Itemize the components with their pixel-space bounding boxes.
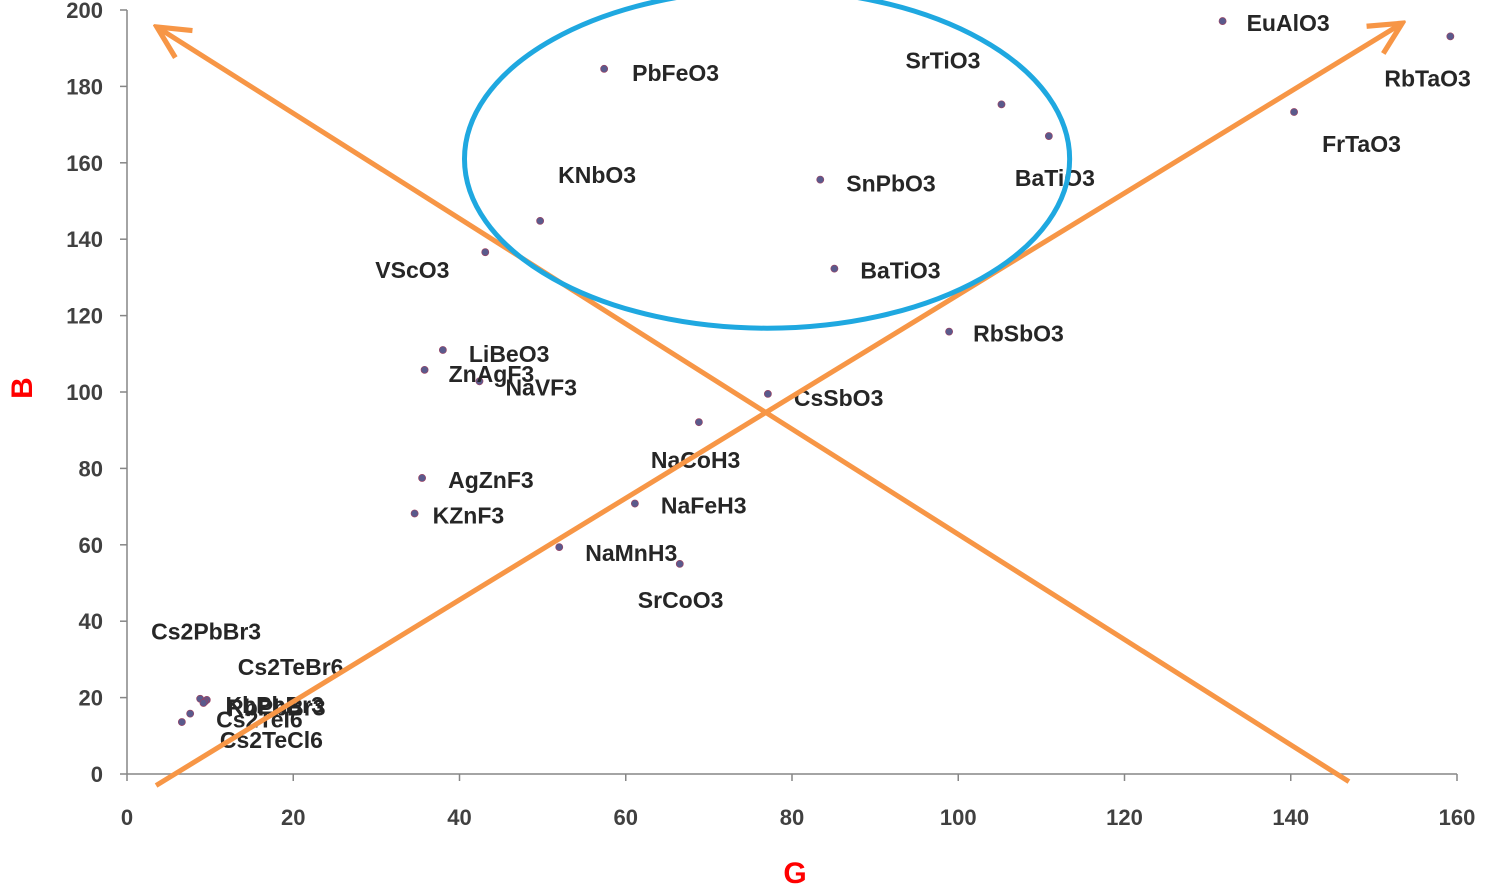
y-tick-label: 20 — [79, 686, 103, 711]
y-tick-label: 0 — [91, 762, 103, 787]
data-point — [1446, 32, 1455, 41]
x-tick-label: 0 — [121, 805, 133, 830]
data-point — [1044, 132, 1053, 140]
y-tick-label: 40 — [79, 609, 103, 634]
point-label: Cs2TeBr6 — [238, 654, 344, 680]
point-label: CsSbO3 — [794, 385, 883, 411]
data-point — [475, 377, 484, 386]
x-tick-label: 160 — [1439, 805, 1476, 830]
point-label: SrCoO3 — [638, 587, 724, 613]
data-point — [481, 248, 490, 257]
data-point — [816, 175, 825, 184]
x-tick-label: 140 — [1272, 805, 1309, 830]
y-tick-label: 160 — [66, 151, 103, 176]
data-point — [997, 100, 1006, 109]
data-point — [945, 327, 954, 336]
point-label: LiBeO3 — [469, 341, 550, 367]
y-tick-label: 200 — [66, 0, 103, 23]
y-tick-label: 80 — [79, 456, 103, 481]
point-label: ZnAgF3 — [449, 361, 535, 387]
x-tick-label: 100 — [940, 805, 977, 830]
highlight-ellipse — [462, 0, 1073, 331]
point-label: PbFeO3 — [632, 60, 719, 86]
y-tick-label: 180 — [66, 74, 103, 99]
data-point — [1218, 17, 1227, 25]
y-tick-label: 60 — [79, 533, 103, 558]
x-tick-label: 120 — [1106, 805, 1143, 830]
data-point — [536, 216, 545, 225]
point-label: SrTiO3 — [905, 47, 980, 73]
point-label: RbTaO3 — [1384, 65, 1470, 91]
axes — [120, 9, 1458, 781]
point-label: NaCoH3 — [651, 447, 740, 473]
annotations — [154, 0, 1399, 788]
data-point — [438, 346, 447, 354]
data-point — [600, 64, 609, 73]
y-tick-label: 120 — [66, 304, 103, 329]
point-label: AgZnF3 — [448, 467, 534, 493]
point-labels: EuAlO3 RbTaO3 FrTaO3 PbFeO3 SrTiO3 BaTiO3 KNbO… — [151, 10, 1471, 753]
trend-arrow — [154, 25, 1399, 788]
data-point — [830, 264, 839, 273]
y-tick-label: 100 — [66, 380, 103, 405]
tick-labels: 0 20 40 60 80 100 120 140 160 180 200 0 20 40 60 80 100 1… — [66, 0, 1475, 830]
x-tick-label: 80 — [780, 805, 804, 830]
point-label: FrTaO3 — [1322, 131, 1401, 157]
point-label: EuAlO3 — [1247, 10, 1330, 36]
x-tick-label: 60 — [614, 805, 638, 830]
point-label: KNbO3 — [558, 162, 636, 188]
point-label: NaVF3 — [505, 374, 577, 400]
trend-arrow — [160, 29, 1351, 784]
point-label: BaTiO3 — [1015, 165, 1095, 191]
data-point — [186, 709, 195, 718]
data-point — [675, 560, 684, 568]
point-label: BaTiO3 — [860, 258, 940, 284]
data-point — [199, 699, 208, 707]
data-point — [695, 418, 703, 427]
y-axis-title: B — [6, 377, 39, 399]
point-label: Cs2TeCl6 — [220, 727, 323, 753]
point-label: KZnF3 — [433, 502, 505, 528]
data-point — [555, 543, 564, 551]
point-label: NaFeH3 — [661, 493, 747, 519]
x-tick-label: 20 — [281, 805, 305, 830]
x-axis-title: G — [783, 857, 806, 887]
point-label: SnPbO3 — [846, 171, 935, 197]
x-tick-label: 40 — [447, 805, 471, 830]
point-label: NaMnH3 — [585, 540, 677, 566]
data-point — [418, 474, 426, 482]
data-point — [177, 718, 186, 726]
data-point — [420, 365, 429, 374]
data-point — [630, 499, 639, 508]
point-label: Cs2PbBr3 — [151, 619, 261, 645]
data-point — [763, 390, 772, 398]
data-points — [177, 17, 1455, 726]
y-tick-label: 140 — [66, 227, 103, 252]
point-label: RbPbBr3 — [227, 694, 325, 720]
data-point — [410, 509, 419, 518]
data-point — [1290, 108, 1298, 116]
point-label: VScO3 — [375, 257, 449, 283]
point-label: RbSbO3 — [973, 321, 1064, 347]
